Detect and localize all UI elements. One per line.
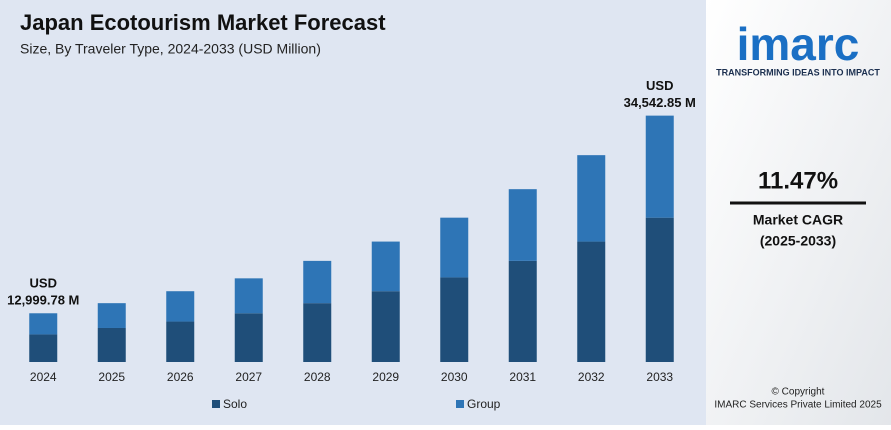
x-tick-label: 2029	[372, 370, 399, 384]
x-tick-label: 2025	[98, 370, 125, 384]
bar-segment	[97, 327, 126, 362]
logo: imarc	[737, 18, 860, 70]
bar-segment	[577, 241, 606, 362]
legend-swatch	[456, 400, 464, 408]
legend-swatch	[212, 400, 220, 408]
annotation: USD	[30, 276, 57, 291]
chart-title: Japan Ecotourism Market Forecast	[20, 10, 386, 35]
bar-segment	[371, 291, 400, 362]
bar-segment	[303, 260, 332, 304]
cagr-label: Market CAGR	[753, 212, 843, 228]
bar-segment	[303, 303, 332, 362]
side-panel	[706, 0, 891, 425]
cagr-value: 11.47%	[758, 167, 838, 194]
legend-label: Solo	[223, 397, 247, 411]
company: IMARC Services Private Limited 2025	[714, 400, 882, 411]
annotation: USD	[646, 78, 673, 93]
annotation: 34,542.85 M	[624, 95, 696, 110]
x-tick-label: 2027	[235, 370, 262, 384]
bar-segment	[577, 155, 606, 242]
x-tick-label: 2028	[304, 370, 331, 384]
copyright: © Copyright	[772, 387, 825, 398]
bar-segment	[440, 217, 469, 278]
bar-segment	[234, 313, 263, 362]
bar-segment	[166, 291, 195, 322]
x-tick-label: 2026	[167, 370, 194, 384]
bar-segment	[645, 217, 674, 362]
bar-segment	[166, 321, 195, 362]
x-tick-label: 2033	[646, 370, 673, 384]
annotation: 12,999.78 M	[7, 293, 79, 308]
bar-segment	[29, 313, 58, 335]
chart-subtitle: Size, By Traveler Type, 2024-2033 (USD M…	[20, 41, 321, 57]
x-tick-label: 2024	[30, 370, 57, 384]
x-tick-label: 2032	[578, 370, 605, 384]
bar-segment	[508, 189, 537, 261]
bar-segment	[440, 277, 469, 362]
legend-label: Group	[467, 397, 501, 411]
bar-segment	[29, 334, 58, 362]
tagline: TRANSFORMING IDEAS INTO IMPACT	[716, 67, 880, 77]
bar-segment	[645, 115, 674, 218]
cagr-period: (2025-2033)	[760, 233, 836, 249]
bar-segment	[234, 278, 263, 314]
bar-segment	[97, 303, 126, 328]
x-tick-label: 2031	[509, 370, 536, 384]
bar-segment	[371, 241, 400, 292]
x-tick-label: 2030	[441, 370, 468, 384]
bar-segment	[508, 260, 537, 362]
